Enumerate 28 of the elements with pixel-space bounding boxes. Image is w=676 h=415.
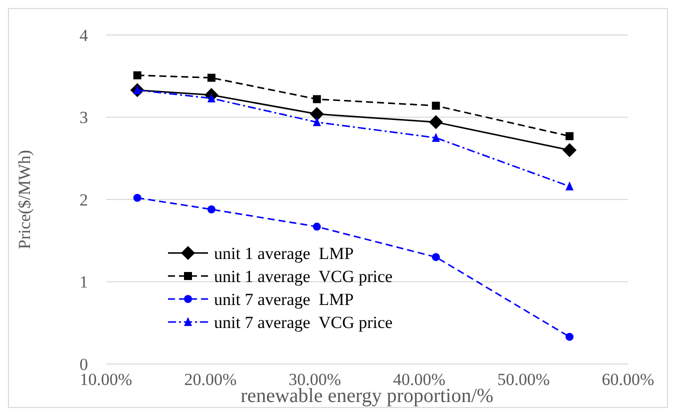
point bbox=[312, 117, 321, 126]
legend-label: unit 7 average LMP bbox=[214, 290, 354, 309]
point bbox=[566, 132, 574, 140]
point bbox=[207, 205, 216, 214]
legend-label: unit 1 average LMP bbox=[214, 244, 354, 263]
point bbox=[312, 95, 321, 104]
x-tick-label: 50.00% bbox=[497, 370, 550, 389]
x-tick-label: 20.00% bbox=[184, 370, 237, 389]
y-tick-label: 3 bbox=[80, 108, 88, 128]
y-tick-label: 4 bbox=[80, 26, 88, 45]
legend-label: unit 7 average VCG price bbox=[214, 312, 393, 332]
x-tick-label: 60.00% bbox=[602, 370, 654, 389]
y-axis-title: Price($/MWh) bbox=[15, 150, 34, 250]
legend-label: unit 1 average VCG price bbox=[214, 266, 393, 286]
point bbox=[133, 71, 142, 80]
point bbox=[428, 115, 443, 130]
y-tick-label: 1 bbox=[80, 272, 88, 292]
point bbox=[432, 102, 440, 110]
point bbox=[432, 132, 440, 142]
point bbox=[566, 332, 574, 341]
point bbox=[207, 74, 216, 82]
point bbox=[310, 106, 324, 121]
point bbox=[312, 222, 321, 231]
point bbox=[562, 143, 577, 158]
point bbox=[432, 253, 440, 262]
y-tick-label: 2 bbox=[80, 190, 88, 210]
point bbox=[566, 181, 574, 190]
point bbox=[133, 194, 142, 202]
